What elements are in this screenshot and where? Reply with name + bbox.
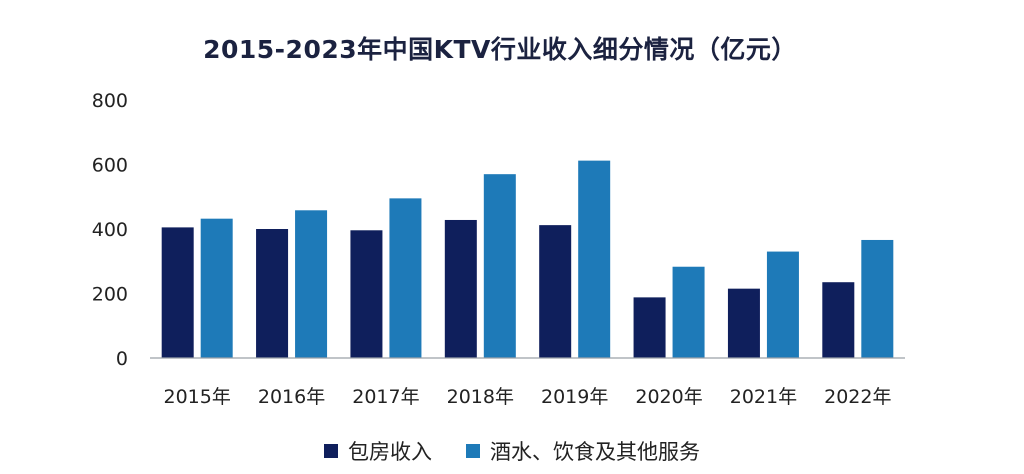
legend-swatch-drinks-food-services (466, 444, 480, 458)
bar-drinks-food-services (672, 266, 705, 358)
x-tick-label: 2019年 (541, 386, 608, 408)
x-tick-label: 2017年 (352, 386, 419, 408)
bar-drinks-food-services (295, 210, 328, 358)
bars (161, 160, 894, 358)
bar-room-revenue (633, 297, 666, 358)
legend-swatch-room-revenue (324, 444, 338, 458)
bar-drinks-food-services (766, 251, 799, 358)
x-tick-label: 2020年 (635, 386, 702, 408)
bar-drinks-food-services (483, 174, 516, 358)
bar-room-revenue (161, 227, 194, 358)
bar-room-revenue (350, 230, 383, 358)
legend-item-drinks-food-services: 酒水、饮食及其他服务 (466, 436, 700, 466)
bar-room-revenue (256, 229, 289, 358)
x-tick-label: 2022年 (824, 386, 891, 408)
legend: 包房收入 酒水、饮食及其他服务 (0, 436, 1024, 466)
bar-room-revenue (539, 225, 572, 358)
legend-label-room-revenue: 包房收入 (348, 440, 432, 464)
bar-room-revenue (444, 219, 477, 358)
bar-drinks-food-services (578, 160, 611, 358)
y-tick-label: 0 (116, 348, 128, 370)
y-tick-label: 400 (92, 219, 128, 241)
y-tick-label: 200 (92, 284, 128, 306)
bar-drinks-food-services (389, 198, 422, 358)
bar-drinks-food-services (861, 239, 894, 358)
x-axis: 2015年 2016年 2017年 2018年 2019年 2020年 2021年 2022年 (164, 386, 892, 408)
bar-room-revenue (727, 288, 760, 358)
bar-drinks-food-services (200, 218, 233, 358)
chart-title: 2015-2023年中国KTV行业收入细分情况（亿元） (203, 35, 797, 64)
x-tick-label: 2021年 (730, 386, 797, 408)
y-axis: 0 200 400 600 800 (92, 90, 128, 370)
x-tick-label: 2015年 (164, 386, 231, 408)
x-tick-label: 2018年 (447, 386, 514, 408)
y-tick-label: 800 (92, 90, 128, 112)
y-tick-label: 600 (92, 155, 128, 177)
legend-label-drinks-food-services: 酒水、饮食及其他服务 (490, 440, 700, 464)
bar-room-revenue (822, 282, 855, 358)
x-tick-label: 2016年 (258, 386, 325, 408)
legend-item-room-revenue: 包房收入 (324, 436, 432, 466)
